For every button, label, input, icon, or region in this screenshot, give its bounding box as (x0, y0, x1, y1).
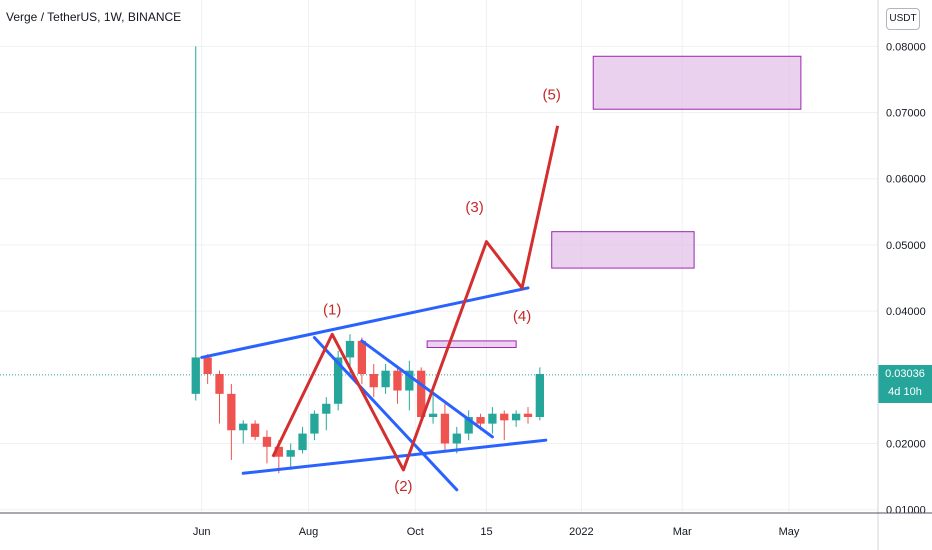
y-tick-label: 0.08000 (886, 41, 926, 53)
candle-body (239, 423, 248, 431)
candle-body (310, 413, 319, 434)
target-zone (426, 340, 517, 349)
trendline (312, 336, 459, 492)
candle-body (428, 413, 438, 418)
candle-body (191, 357, 200, 394)
candle-body (476, 417, 485, 424)
wave-label: (4) (513, 308, 531, 325)
candle-body (286, 450, 295, 457)
y-tick-label: 0.04000 (886, 306, 926, 318)
candle-body (345, 340, 355, 358)
target-zone (551, 231, 695, 269)
trendline (360, 339, 494, 439)
wave-label: (1) (323, 301, 341, 318)
candle-body (393, 370, 402, 391)
y-tick-label: 0.05000 (886, 240, 926, 252)
candle-body (417, 370, 426, 418)
elliott-wave: (1) (2) (3) (4) (5) (271, 86, 561, 495)
currency-button[interactable]: USDT (886, 8, 920, 30)
candle-body (215, 373, 224, 394)
trendline (241, 438, 548, 475)
candle-body (203, 357, 212, 374)
x-tick-label: May (779, 526, 800, 538)
x-tick-label: 2022 (569, 526, 593, 538)
trendlines (200, 286, 548, 492)
trendline (200, 286, 530, 359)
candle-body (381, 370, 390, 388)
y-tick-label: 0.06000 (886, 174, 926, 186)
wave-label: (3) (465, 199, 483, 216)
candle-body (322, 403, 331, 414)
candle-body (369, 373, 378, 388)
y-tick-label: 0.02000 (886, 438, 926, 450)
candle-body (440, 413, 450, 444)
candle-body (405, 370, 414, 391)
candle-body (250, 423, 260, 437)
wave-path (271, 125, 560, 472)
last-price-tag: 0.03036 4d 10h (878, 365, 932, 403)
bar-countdown: 4d 10h (888, 386, 922, 398)
x-tick-label: 15 (480, 526, 492, 538)
candle-body (357, 340, 367, 374)
candle-body (227, 393, 236, 431)
y-tick-label: 0.01000 (886, 505, 926, 517)
target-zones (426, 55, 802, 349)
candle-body (298, 433, 307, 451)
candle-body (523, 413, 533, 418)
wave-label: (2) (394, 478, 412, 495)
candle-body (535, 373, 545, 418)
candle-body (464, 417, 473, 434)
target-zone (592, 55, 802, 110)
x-tick-label: Mar (673, 526, 692, 538)
candle-body (500, 413, 509, 421)
last-price-value: 0.03036 (885, 368, 925, 380)
x-tick-label: Aug (299, 526, 319, 538)
x-tick-label: Oct (407, 526, 424, 538)
candle-body (488, 413, 497, 424)
candle-body (333, 357, 343, 404)
wave-label: (5) (543, 86, 561, 103)
candle-body (274, 446, 283, 457)
chart-title: Verge / TetherUS, 1W, BINANCE (6, 10, 182, 24)
candle-body (511, 413, 521, 421)
x-tick-label: Jun (193, 526, 211, 538)
candle-body (452, 433, 461, 444)
candles (191, 46, 545, 474)
candle-body (262, 436, 272, 447)
y-tick-label: 0.07000 (886, 108, 926, 120)
